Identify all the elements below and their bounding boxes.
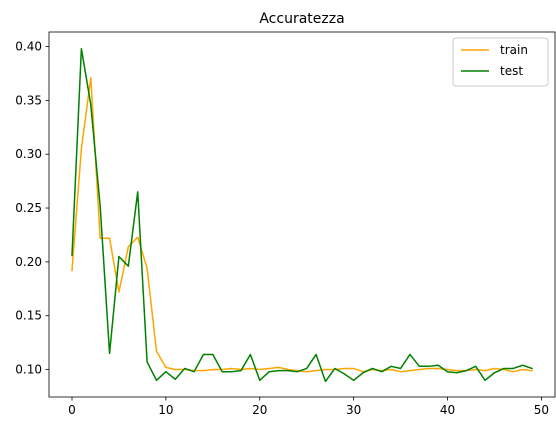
plot-area: [49, 32, 555, 397]
series-line-train: [71, 77, 533, 373]
x-tick-label: 0: [68, 403, 76, 417]
series-line-test: [71, 47, 533, 383]
x-axis: 0 10 20 30 40 50: [68, 397, 549, 417]
x-tick-label: 30: [346, 403, 361, 417]
x-tick-label: 40: [440, 403, 455, 417]
series-layer: [71, 47, 533, 383]
chart-title: Accuratezza: [259, 11, 344, 27]
legend-label-test: test: [500, 64, 523, 78]
x-tick-label: 20: [252, 403, 267, 417]
y-tick-label: 0.10: [15, 363, 42, 377]
y-tick-label: 0.20: [15, 255, 42, 269]
legend: train test: [452, 37, 549, 87]
plot-frame: [48, 31, 556, 398]
y-tick-label: 0.40: [15, 40, 42, 54]
y-axis: 0.10 0.15 0.20 0.25 0.30 0.35 0.40: [15, 40, 49, 377]
x-tick-label: 50: [534, 403, 549, 417]
x-tick-label: 10: [158, 403, 173, 417]
y-tick-label: 0.15: [15, 309, 42, 323]
y-tick-label: 0.25: [15, 201, 42, 215]
legend-label-train: train: [500, 43, 528, 57]
y-tick-label: 0.35: [15, 93, 42, 107]
y-tick-label: 0.30: [15, 147, 42, 161]
